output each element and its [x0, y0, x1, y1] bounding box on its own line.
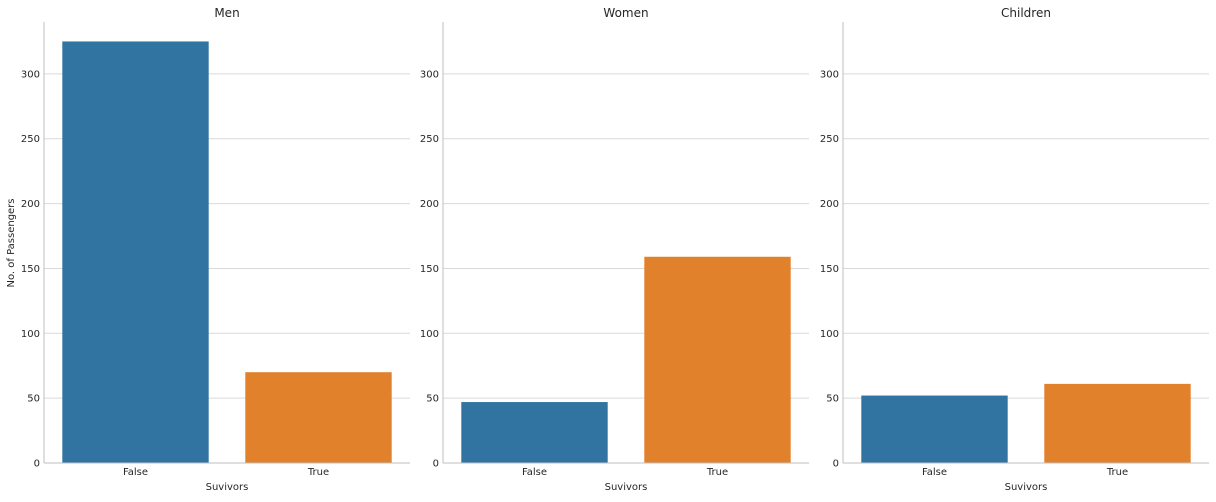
y-tick-label: 200 — [21, 199, 40, 210]
y-tick-label: 0 — [433, 459, 439, 470]
panel-title: Women — [603, 6, 648, 20]
bar-men-false — [62, 41, 209, 464]
y-tick-label: 100 — [820, 329, 839, 340]
y-tick-label: 100 — [420, 329, 439, 340]
y-tick-label: 50 — [826, 394, 839, 405]
bar-men-true — [245, 372, 392, 463]
y-tick-label: 150 — [420, 264, 439, 275]
bar-children-false — [861, 395, 1008, 463]
panel-women: False True 0 50 100 150 200 250 300 Women Suvivors — [420, 6, 809, 493]
panel-title: Men — [214, 6, 239, 20]
panel-men: False True 0 50 100 150 200 250 300 Men Suvivors — [21, 6, 410, 493]
x-tick-label: False — [922, 467, 947, 478]
y-tick-label: 50 — [426, 394, 439, 405]
x-tick-label: True — [307, 467, 329, 478]
bar-women-false — [461, 402, 608, 463]
y-tick-label: 300 — [21, 69, 40, 80]
y-tick-label: 0 — [833, 459, 839, 470]
x-axis-label: Suvivors — [206, 482, 249, 493]
y-tick-label: 50 — [27, 394, 40, 405]
y-tick-label: 150 — [21, 264, 40, 275]
x-tick-label: True — [706, 467, 728, 478]
y-tick-label: 0 — [34, 459, 40, 470]
y-tick-label: 200 — [820, 199, 839, 210]
x-axis-label: Suvivors — [605, 482, 648, 493]
y-axis-label: No. of Passengers — [6, 198, 17, 287]
y-tick-label: 250 — [21, 134, 40, 145]
panel-title: Children — [1001, 6, 1051, 20]
y-tick-label: 300 — [820, 69, 839, 80]
y-tick-label: 250 — [820, 134, 839, 145]
bar-children-true — [1044, 383, 1191, 463]
bar-women-true — [644, 256, 791, 463]
y-tick-label: 250 — [420, 134, 439, 145]
x-tick-label: True — [1106, 467, 1128, 478]
y-tick-label: 100 — [21, 329, 40, 340]
y-tick-label: 300 — [420, 69, 439, 80]
x-axis-label: Suvivors — [1005, 482, 1048, 493]
x-tick-label: False — [522, 467, 547, 478]
panel-children: False True 0 50 100 150 200 250 300 Children Suviv… — [820, 6, 1209, 493]
y-tick-label: 150 — [820, 264, 839, 275]
x-tick-label: False — [123, 467, 148, 478]
y-tick-label: 200 — [420, 199, 439, 210]
